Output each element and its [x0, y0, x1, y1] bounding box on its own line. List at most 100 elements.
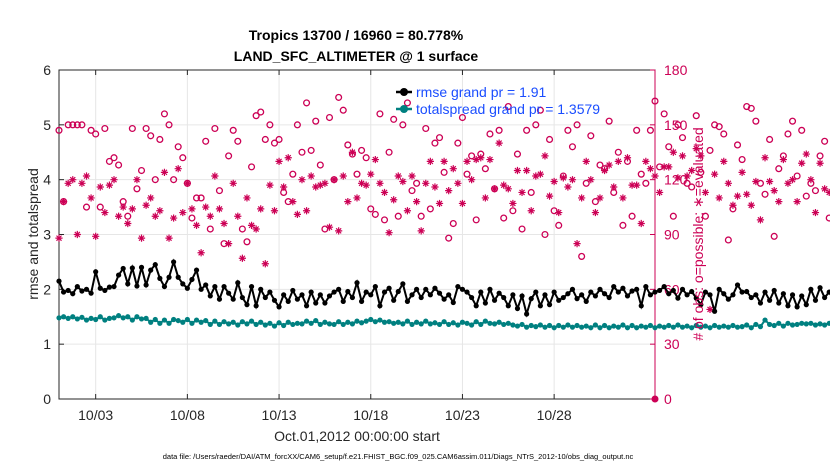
- totalspread-point: [519, 321, 525, 328]
- totalspread-point: [93, 316, 99, 323]
- rmse-point: [808, 286, 814, 292]
- obs-evaluated-point: [376, 179, 384, 187]
- obs-possible-point: [683, 179, 691, 187]
- obs-possible-point: [633, 126, 641, 134]
- obs-evaluated-point: [788, 176, 797, 184]
- obs-possible-point: [92, 130, 100, 138]
- obs-possible-point: [371, 210, 379, 218]
- obs-possible-point: [692, 112, 700, 120]
- obs-possible-point: [339, 106, 347, 114]
- totalspread-point: [487, 320, 493, 326]
- obs-evaluated-point: [816, 159, 824, 167]
- rmse-point: [670, 287, 676, 294]
- obs-possible-point: [105, 157, 113, 165]
- obs-evaluated-point: [559, 174, 567, 182]
- totalspread-point: [322, 319, 328, 325]
- obs-evaluated-point: [761, 154, 769, 162]
- obs-evaluated-point: [211, 172, 219, 180]
- rmse-point: [70, 291, 76, 297]
- rmse-point: [620, 285, 626, 291]
- totalspread-series: [56, 313, 830, 331]
- totalspread-point: [565, 322, 571, 328]
- totalspread-point: [748, 325, 754, 331]
- obs-evaluated-point: [628, 181, 636, 189]
- obs-possible-point: [646, 126, 654, 134]
- totalspread-point: [152, 316, 158, 323]
- rmse-point: [276, 304, 282, 310]
- obs-possible-point: [248, 163, 256, 171]
- totalspread-point: [239, 319, 245, 325]
- obs-possible-point: [192, 194, 201, 202]
- obs-possible-point: [435, 134, 444, 142]
- totalspread-point: [331, 321, 337, 328]
- obs-evaluated-point: [651, 172, 659, 180]
- rmse-point: [381, 289, 388, 295]
- obs-evaluated-point: [711, 170, 719, 178]
- totalspread-point: [285, 319, 291, 325]
- totalspread-point: [464, 320, 470, 326]
- obs-evaluated-point: [380, 188, 389, 197]
- obs-possible-point: [568, 143, 577, 151]
- obs-evaluated-point: [545, 192, 554, 200]
- obs-evaluated-point: [807, 176, 815, 184]
- obs-possible-point: [142, 124, 150, 133]
- obs-possible-point: [174, 143, 182, 151]
- rmse-point: [418, 294, 424, 301]
- obs-evaluated-point: [678, 152, 687, 160]
- obs-evaluated-point: [784, 179, 792, 187]
- obs-possible-point: [500, 214, 508, 222]
- rmse-point: [354, 280, 360, 286]
- rmse-point: [116, 272, 122, 278]
- obs-possible-point: [513, 150, 522, 158]
- obs-possible-point: [555, 221, 563, 229]
- obs-possible-point: [289, 170, 297, 178]
- totalspread-point: [757, 324, 764, 330]
- y-left-tick-label: 4: [43, 172, 51, 188]
- obs-possible-point: [170, 176, 178, 184]
- obs-evaluated-point: [802, 150, 810, 158]
- obs-possible-point: [426, 205, 434, 213]
- obs-possible-point: [298, 148, 306, 156]
- obs-evaluated-point: [367, 170, 375, 178]
- totalspread-point: [299, 321, 305, 327]
- totalspread-point: [693, 322, 699, 329]
- rmse-point: [611, 283, 617, 290]
- totalspread-point: [56, 315, 62, 321]
- obs-evaluated-point: [156, 207, 164, 215]
- totalspread-point: [120, 315, 126, 321]
- rmse-point: [74, 283, 80, 290]
- totalspread-point: [436, 321, 443, 328]
- totalspread-point: [427, 321, 433, 327]
- totalspread-point: [624, 325, 631, 331]
- rmse-point: [730, 292, 736, 298]
- obs-evaluated-point: [701, 188, 710, 197]
- totalspread-point: [652, 325, 658, 331]
- totalspread-point: [588, 325, 594, 331]
- obs-possible-point: [463, 170, 471, 178]
- obs-evaluated-point: [238, 254, 246, 262]
- obs-possible-point: [532, 121, 540, 129]
- obs-evaluated-point: [738, 168, 746, 176]
- rmse-point: [308, 289, 314, 295]
- obs-evaluated-point: [59, 198, 68, 206]
- obs-evaluated-point: [614, 157, 622, 165]
- totalspread-point: [789, 322, 796, 328]
- totalspread-point: [689, 325, 695, 331]
- totalspread-point: [308, 320, 314, 326]
- obs-evaluated-point: [344, 198, 352, 206]
- totalspread-point: [349, 321, 356, 327]
- obs-evaluated-point: [165, 234, 173, 242]
- obs-possible-point: [238, 225, 246, 233]
- y-left-tick-label: 6: [43, 62, 51, 78]
- obs-possible-point: [821, 137, 829, 145]
- totalspread-point: [643, 324, 649, 330]
- obs-evaluated-point: [756, 216, 765, 224]
- totalspread-point: [106, 315, 113, 321]
- rmse-point: [675, 295, 681, 301]
- totalspread-point: [294, 320, 300, 326]
- obs-evaluated-point: [591, 208, 599, 217]
- totalspread-point: [730, 322, 736, 329]
- obs-evaluated-point: [596, 194, 604, 202]
- obs-possible-point: [486, 130, 494, 138]
- obs-evaluated-point: [220, 219, 228, 228]
